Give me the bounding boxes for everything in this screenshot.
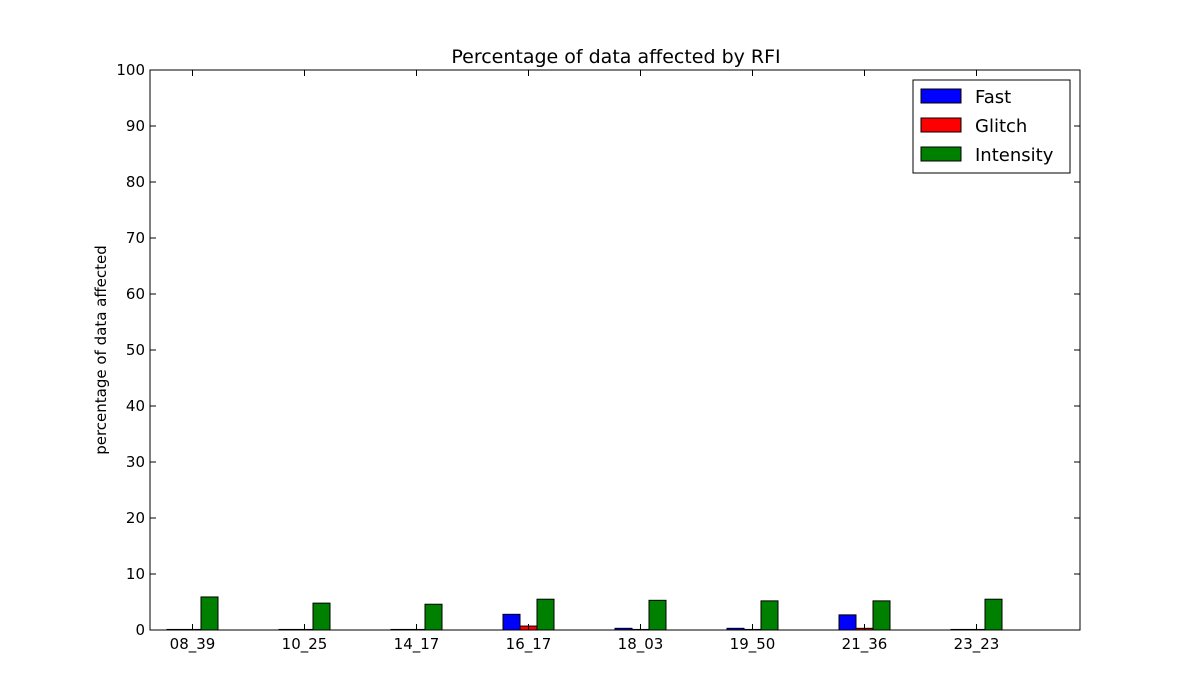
bar-intensity-23_23 xyxy=(984,598,1003,631)
y-tick-label: 60 xyxy=(126,285,145,303)
bar-intensity-21_36 xyxy=(872,600,891,631)
y-tick-label: 70 xyxy=(126,229,145,247)
x-tick-label: 10_25 xyxy=(282,635,328,654)
bar-intensity-10_25 xyxy=(312,602,331,631)
legend-label-intensity: Intensity xyxy=(975,145,1054,166)
bar-intensity-16_17 xyxy=(536,598,555,631)
x-axis-ticks: 08_39 10_25 14_17 16_17 18_03 19_50 21_36 23_23 xyxy=(170,70,1000,654)
bar-intensity-14_17 xyxy=(424,603,443,631)
y-tick-label: 20 xyxy=(126,509,145,527)
x-tick-label: 16_17 xyxy=(506,635,552,654)
y-tick-label: 80 xyxy=(126,173,145,191)
bar-intensity-18_03 xyxy=(648,599,667,631)
x-tick-label: 21_36 xyxy=(842,635,888,654)
legend-label-glitch: Glitch xyxy=(975,116,1027,137)
y-tick-label: 30 xyxy=(126,453,145,471)
x-tick-label: 18_03 xyxy=(618,635,664,654)
legend-swatch-intensity xyxy=(920,146,962,162)
bar-intensity-19_50 xyxy=(760,600,779,631)
legend: Fast Glitch Intensity xyxy=(912,79,1071,174)
x-tick-label: 14_17 xyxy=(394,635,440,654)
plot-frame xyxy=(149,69,1081,631)
legend-swatch-fast xyxy=(920,88,962,104)
bar-fast-16_17 xyxy=(502,613,521,631)
x-tick-label: 23_23 xyxy=(954,635,1000,654)
y-tick-label: 0 xyxy=(135,621,145,639)
chart-title: Percentage of data affected by RFI xyxy=(451,46,780,68)
legend-swatch-glitch xyxy=(920,117,962,133)
legend-label-fast: Fast xyxy=(975,87,1011,108)
bars xyxy=(166,596,1003,631)
y-axis-ticks: 0 10 20 30 40 50 60 70 80 90 100 xyxy=(116,61,1080,639)
x-tick-label: 19_50 xyxy=(730,635,776,654)
bar-intensity-08_39 xyxy=(200,596,219,631)
y-axis-label: percentage of data affected xyxy=(92,245,110,455)
x-tick-label: 08_39 xyxy=(170,635,216,654)
y-tick-label: 50 xyxy=(126,341,145,359)
bar-fast-21_36 xyxy=(838,614,857,631)
y-tick-label: 40 xyxy=(126,397,145,415)
y-tick-label: 90 xyxy=(126,117,145,135)
y-tick-label: 10 xyxy=(126,565,145,583)
y-tick-label: 100 xyxy=(116,61,145,79)
